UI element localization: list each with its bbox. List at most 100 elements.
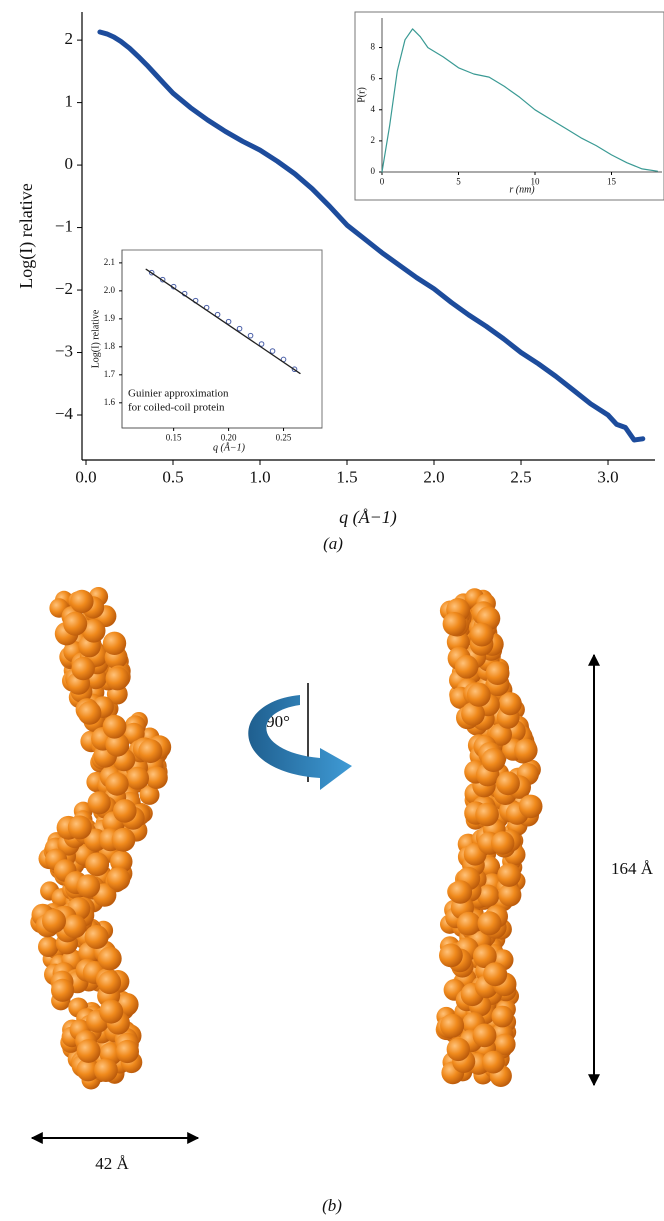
- bead: [62, 914, 87, 939]
- y-tick-label: 8: [371, 42, 376, 52]
- bead: [63, 611, 88, 636]
- y-tick-label: −3: [55, 341, 73, 360]
- y-tick-label: 2.1: [104, 257, 115, 267]
- y-tick-label: 2.0: [104, 285, 116, 295]
- bead: [481, 748, 506, 773]
- y-tick-label: 1.9: [104, 313, 116, 323]
- bead-models: [30, 587, 543, 1090]
- inset-frame: [354, 11, 664, 201]
- data-point: [269, 348, 276, 354]
- data-point: [225, 318, 232, 325]
- data-point: [236, 325, 243, 332]
- bead: [105, 732, 130, 757]
- width-label: 42 Å: [95, 1154, 129, 1173]
- bead: [442, 612, 467, 636]
- bead: [110, 850, 133, 873]
- bead: [472, 1023, 497, 1048]
- bead: [145, 766, 168, 789]
- bead: [102, 714, 127, 739]
- bead: [97, 970, 122, 995]
- bead: [76, 1058, 100, 1082]
- bead: [42, 909, 66, 933]
- data-line: [145, 268, 301, 375]
- bead: [111, 827, 136, 852]
- bead: [70, 589, 94, 614]
- y-tick-label: −4: [55, 404, 74, 423]
- data-point: [148, 269, 155, 276]
- y-tick-label: 0: [65, 154, 74, 173]
- bead: [440, 1013, 465, 1038]
- y-tick-label: 1: [65, 92, 74, 111]
- data-line: [381, 28, 658, 173]
- bead: [102, 631, 127, 655]
- x-tick-label: 1.0: [249, 468, 270, 487]
- x-tick-label: 2.5: [510, 468, 531, 487]
- data-point: [258, 341, 265, 347]
- x-tick-label: 0.15: [166, 432, 182, 442]
- panel-label: (b): [322, 1196, 342, 1215]
- bead: [469, 622, 494, 647]
- y-axis-label: Log(I) relative: [90, 309, 101, 368]
- bead: [461, 702, 485, 726]
- bead: [76, 874, 101, 898]
- bead: [491, 831, 515, 855]
- bead: [126, 766, 149, 790]
- x-tick-label: 0.25: [276, 432, 292, 442]
- bead: [497, 863, 521, 887]
- x-tick-label: 2.0: [423, 468, 444, 487]
- bead: [454, 655, 479, 679]
- bead: [97, 946, 122, 971]
- bead: [85, 852, 110, 877]
- rotation-label: 90°: [266, 712, 290, 731]
- x-tick-label: 15: [607, 176, 617, 186]
- x-tick-label: 0: [380, 176, 385, 186]
- bead: [38, 936, 59, 957]
- y-tick-label: 1.7: [104, 369, 116, 379]
- y-tick-label: 1.8: [104, 341, 116, 351]
- bead: [115, 1039, 139, 1064]
- inset-frame: [121, 249, 323, 429]
- bead: [494, 1033, 516, 1056]
- bead: [106, 867, 131, 891]
- data-point: [291, 366, 298, 373]
- bead: [485, 661, 510, 685]
- x-axis-label: r (nm): [509, 184, 535, 195]
- bead: [498, 692, 522, 716]
- x-axis-label: q (Å−1): [213, 441, 246, 453]
- x-tick-label: 0.20: [221, 432, 237, 442]
- bead: [476, 884, 500, 907]
- y-tick-label: −2: [55, 279, 73, 298]
- data-point: [247, 332, 254, 339]
- bead: [76, 1039, 101, 1063]
- x-tick-label: 10: [531, 176, 541, 186]
- bead: [71, 656, 95, 681]
- bead: [448, 880, 473, 904]
- rotation-arrow: [248, 695, 352, 790]
- bead: [477, 911, 502, 936]
- bead: [105, 666, 130, 691]
- bead: [67, 815, 92, 840]
- y-axis-label: P(r): [356, 87, 367, 103]
- bead: [491, 1005, 514, 1028]
- bead: [439, 943, 463, 968]
- bead: [81, 619, 106, 643]
- bead: [483, 962, 508, 987]
- bead: [138, 739, 163, 764]
- x-tick-label: 1.5: [336, 468, 357, 487]
- bead: [94, 1058, 118, 1082]
- x-tick-label: 5: [456, 176, 461, 186]
- bead: [105, 772, 129, 796]
- x-tick-label: 0.5: [162, 468, 183, 487]
- bead: [446, 1037, 470, 1062]
- bead: [518, 794, 543, 819]
- bead: [139, 784, 160, 805]
- panel-label: (a): [323, 534, 343, 553]
- bead: [99, 999, 124, 1024]
- y-axis-label: Log(I) relative: [16, 183, 37, 288]
- y-tick-label: −1: [55, 216, 73, 235]
- bead: [51, 978, 75, 1002]
- y-tick-label: 2: [65, 29, 74, 48]
- annotation: Guinier approximation: [128, 388, 229, 400]
